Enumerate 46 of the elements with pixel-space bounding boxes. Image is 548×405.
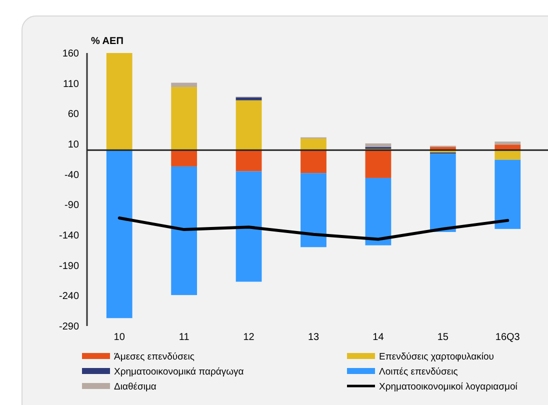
- legend-label: Χρηματοοικονομικά παράγωγα: [114, 366, 244, 378]
- bar: [430, 154, 456, 232]
- bar: [494, 142, 521, 145]
- y-axis-title: % ΑΕΠ: [91, 36, 124, 47]
- y-tick-label: -240: [58, 291, 80, 302]
- bar: [171, 86, 198, 150]
- x-tick-label: 10: [114, 332, 126, 343]
- bar: [300, 138, 326, 150]
- x-tick-label: 14: [372, 332, 384, 343]
- y-tick-label: -290: [58, 322, 80, 332]
- y-tick-label: -140: [58, 230, 80, 242]
- bar: [236, 100, 262, 150]
- bar: [171, 166, 198, 296]
- y-tick-label: -190: [58, 260, 80, 272]
- bar: [236, 97, 262, 100]
- legend-label: Λοιπές επενδύσεις: [379, 366, 458, 378]
- bar: [171, 82, 198, 87]
- bar: [236, 150, 262, 172]
- bar: [365, 143, 392, 148]
- x-tick-label: 13: [308, 332, 320, 343]
- legend-label: Επενδύσεις χαρτοφυλακίου: [379, 351, 494, 362]
- y-tick-label: -40: [64, 170, 80, 181]
- x-tick-label: 16Q3: [495, 332, 520, 343]
- y-tick-label: 160: [62, 48, 80, 60]
- y-tick-label: 10: [68, 140, 80, 150]
- bar: [494, 160, 521, 229]
- bar: [365, 178, 392, 246]
- y-tick-label: 60: [68, 109, 80, 120]
- bar: [300, 150, 326, 174]
- bar: [494, 150, 521, 160]
- bar: [494, 144, 521, 150]
- legend-label: Χρηματοοικονομικοί λογαριασμοί: [379, 381, 518, 392]
- x-tick-label: 12: [243, 332, 255, 343]
- y-tick-label: -90: [64, 200, 80, 212]
- x-tick-label: 11: [178, 332, 190, 343]
- y-tick-label: 110: [63, 78, 80, 90]
- x-tick-label: 15: [437, 332, 449, 343]
- legend-label: Διαθέσιμα: [114, 381, 157, 392]
- bar: [106, 150, 132, 318]
- bar: [236, 171, 262, 282]
- bar: [300, 173, 326, 248]
- bar: [106, 53, 132, 150]
- legend-label: Άμεσες επενδύσεις: [114, 351, 195, 362]
- line-series: [118, 216, 510, 241]
- bar: [171, 150, 198, 166]
- bar: [365, 150, 392, 178]
